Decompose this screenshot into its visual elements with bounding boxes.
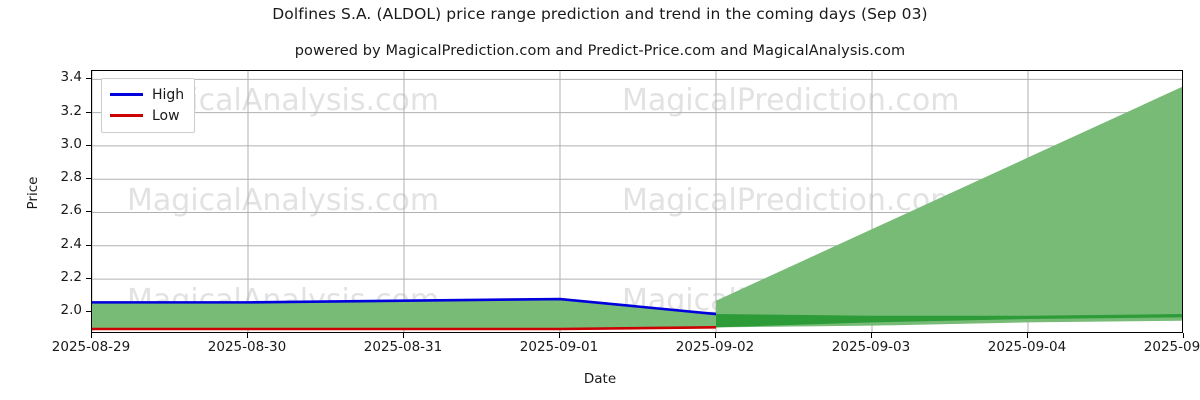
x-tick-mark bbox=[1183, 333, 1184, 338]
x-tick-label: 2025-09-01 bbox=[519, 339, 599, 355]
y-axis-label: Price bbox=[25, 176, 41, 210]
y-tick-mark bbox=[86, 178, 91, 180]
series-line-high bbox=[92, 297, 717, 316]
y-tick-label: 3.4 bbox=[60, 69, 82, 86]
x-tick-mark bbox=[559, 333, 560, 338]
y-tick-mark bbox=[86, 244, 91, 246]
y-tick-mark bbox=[86, 144, 91, 146]
x-tick-label: 2025-08-29 bbox=[51, 339, 131, 355]
y-tick-label: 2.4 bbox=[60, 235, 82, 252]
y-tick-mark bbox=[86, 278, 91, 280]
legend-item-low[interactable]: Low bbox=[110, 105, 184, 126]
x-tick-mark bbox=[715, 333, 716, 338]
data-layer bbox=[92, 86, 1182, 331]
y-tick-mark bbox=[86, 311, 91, 313]
x-tick-mark bbox=[247, 333, 248, 338]
legend-swatch-low bbox=[110, 114, 143, 117]
y-tick-label: 3.0 bbox=[60, 135, 82, 152]
y-tick-mark bbox=[86, 111, 91, 113]
plot-area: MagicalAnalysis.com MagicalPrediction.com… bbox=[91, 70, 1183, 333]
x-tick-mark bbox=[1027, 333, 1028, 338]
x-tick-label: 2025-09-03 bbox=[831, 339, 911, 355]
y-tick-label: 2.2 bbox=[60, 269, 82, 286]
y-tick-mark bbox=[86, 78, 91, 80]
y-tick-label: 2.8 bbox=[60, 169, 82, 186]
x-tick-mark bbox=[871, 333, 872, 338]
band-forecast-cone bbox=[716, 86, 1182, 328]
y-tick-label: 2.0 bbox=[60, 302, 82, 319]
x-tick-label: 2025-09-05 bbox=[1143, 339, 1200, 355]
x-tick-label: 2025-09-04 bbox=[987, 339, 1067, 355]
y-tick-mark bbox=[86, 211, 91, 213]
legend-swatch-high bbox=[110, 93, 143, 96]
x-tick-label: 2025-09-02 bbox=[675, 339, 755, 355]
band-forecast-trend bbox=[716, 314, 1182, 328]
x-axis-label: Date bbox=[583, 371, 617, 387]
y-tick-label: 3.2 bbox=[60, 102, 82, 119]
y-tick-label: 2.6 bbox=[60, 202, 82, 219]
x-tick-label: 2025-08-31 bbox=[363, 339, 443, 355]
band-historical-range bbox=[92, 299, 716, 330]
legend-label-low: Low bbox=[152, 107, 180, 124]
legend-item-high[interactable]: High bbox=[110, 84, 184, 105]
series-line-low bbox=[92, 326, 717, 331]
chart-title: Dolfines S.A. (ALDOL) price range predic… bbox=[272, 5, 928, 23]
x-tick-mark bbox=[403, 333, 404, 338]
x-tick-mark bbox=[91, 333, 92, 338]
legend-label-high: High bbox=[152, 86, 185, 103]
x-tick-label: 2025-08-30 bbox=[207, 339, 287, 355]
chart-subtitle: powered by MagicalPrediction.com and Pre… bbox=[294, 43, 906, 59]
chart-legend[interactable]: High Low bbox=[101, 78, 196, 133]
